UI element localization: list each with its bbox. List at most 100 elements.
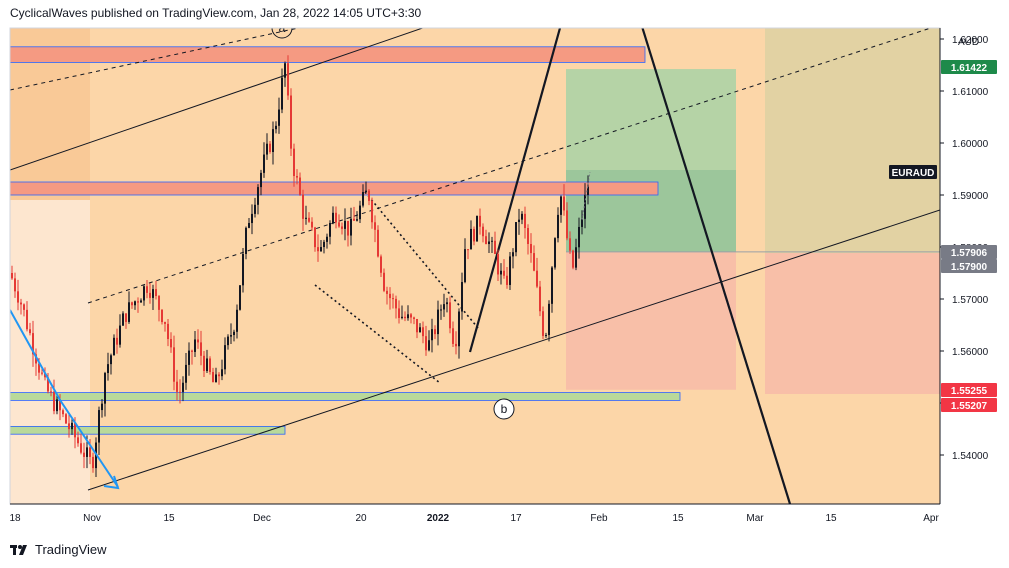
candle-body: [365, 190, 367, 193]
downtrend-arrow: [10, 309, 119, 488]
candle: [362, 184, 364, 208]
candle-body: [212, 372, 214, 383]
candle-body: [413, 317, 415, 319]
candle-body: [335, 212, 337, 223]
candle-body: [455, 343, 457, 347]
candle: [377, 225, 379, 258]
candle: [569, 231, 571, 254]
candle-body: [26, 309, 28, 330]
candle: [311, 217, 313, 231]
wave-label-circle: [493, 398, 515, 420]
candle-body: [113, 337, 115, 356]
price-tag-box: [941, 383, 997, 397]
shade-region-loss-right: [765, 253, 940, 394]
candle-body: [560, 196, 562, 215]
candle-body: [149, 292, 151, 298]
candle-body: [368, 190, 370, 201]
candle-body: [167, 323, 169, 340]
candle-body: [338, 222, 340, 227]
candle: [305, 205, 307, 225]
candle: [434, 325, 436, 340]
support-zone-3: [10, 392, 681, 401]
candle: [347, 220, 349, 247]
candle: [209, 356, 211, 375]
candle: [233, 329, 235, 342]
candle: [167, 318, 169, 347]
candle: [542, 306, 544, 340]
candle-body: [47, 377, 49, 392]
candle: [275, 121, 277, 134]
candle-body: [293, 148, 295, 177]
candle-body: [467, 249, 469, 251]
candle-body: [290, 95, 292, 149]
candle: [314, 226, 316, 252]
candle-body: [110, 355, 112, 365]
candle-body: [119, 325, 121, 345]
candle: [287, 55, 289, 100]
candle: [140, 298, 142, 303]
candle-body: [569, 238, 571, 251]
candle-body: [29, 329, 31, 334]
candle-body: [452, 328, 454, 344]
candle-body: [473, 228, 475, 242]
candle: [71, 418, 73, 435]
x-tick-label: Dec: [253, 513, 271, 524]
candle: [107, 352, 109, 381]
candle: [173, 335, 175, 391]
candle: [503, 259, 505, 279]
x-tick-label: 17: [510, 513, 522, 524]
candle: [476, 215, 478, 242]
candle: [386, 286, 388, 305]
wave-label-b[interactable]: b: [493, 398, 515, 420]
candle: [113, 334, 115, 356]
plot-area[interactable]: ab: [10, 0, 940, 504]
candle-body: [476, 215, 478, 242]
candle-body: [317, 247, 319, 252]
candle-body: [155, 289, 157, 297]
candle: [191, 349, 193, 365]
resistance-zone-2: [10, 181, 659, 196]
tradingview-logo[interactable]: TradingView: [10, 542, 107, 557]
candle-body: [578, 226, 580, 248]
candle: [179, 379, 181, 404]
channel-upper-line: [10, 28, 425, 171]
candle: [137, 297, 139, 313]
candle-body: [77, 437, 79, 444]
candle-body: [299, 177, 301, 195]
candle: [218, 372, 220, 385]
candle-body: [386, 290, 388, 294]
candle: [317, 234, 319, 262]
candle: [230, 323, 232, 344]
wave-label-a[interactable]: a: [271, 18, 293, 39]
candle-body: [416, 318, 418, 333]
candle-body: [143, 286, 145, 301]
candle-body: [311, 221, 313, 228]
candle-body: [89, 447, 91, 457]
candle: [533, 245, 535, 272]
candle: [176, 369, 178, 401]
candle: [206, 349, 208, 373]
candle: [11, 265, 13, 280]
candle-body: [173, 347, 175, 382]
candle: [53, 379, 55, 415]
candle-body: [50, 391, 52, 393]
candle-body: [23, 304, 25, 310]
candle-body: [377, 229, 379, 257]
candle-body: [350, 218, 352, 236]
candle-body: [371, 200, 373, 223]
tradingview-brand: TradingView: [35, 542, 107, 557]
candle-body: [83, 452, 85, 457]
candle-body: [545, 335, 547, 337]
candle-body: [197, 339, 199, 343]
candle: [587, 175, 589, 205]
candle-body: [11, 273, 13, 279]
candle: [506, 266, 508, 289]
price-tag-label: 1.57900: [951, 262, 988, 273]
candle-body: [263, 154, 265, 173]
candle: [131, 301, 133, 309]
candle-body: [92, 456, 94, 469]
candle-body: [236, 309, 238, 332]
candle: [80, 433, 82, 455]
candle-body: [359, 205, 361, 220]
